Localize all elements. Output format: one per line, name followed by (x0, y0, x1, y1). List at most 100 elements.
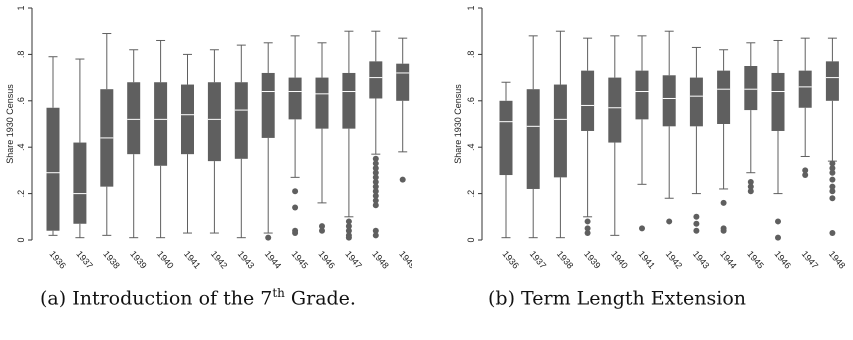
x-tick-label: 1945 (745, 249, 766, 271)
outlier-point (829, 169, 836, 176)
outlier-point (319, 227, 325, 234)
x-tick-label: 1947 (800, 249, 821, 271)
outlier-point (372, 179, 379, 185)
outlier-point (292, 204, 299, 211)
y-tick-label: .4 (16, 143, 26, 151)
outlier-point (372, 227, 379, 234)
outlier-point (372, 165, 379, 172)
outlier-point (775, 234, 781, 241)
outlier-point (693, 227, 700, 234)
y-tick-label: .8 (466, 51, 476, 59)
outlier-point (829, 195, 836, 202)
caption-b: (b) Term Length Extension (488, 286, 746, 309)
caption-a-suffix: Grade. (284, 287, 356, 310)
outlier-point (372, 192, 379, 199)
box-1938 (553, 84, 567, 178)
y-tick-label: 1 (16, 5, 26, 10)
box-1943 (689, 77, 703, 127)
y-tick-label: .6 (466, 97, 476, 105)
outlier-point (829, 230, 836, 237)
box-1943 (234, 82, 248, 159)
outlier-point (372, 232, 379, 239)
outlier-point (829, 183, 836, 190)
x-tick-label: 1942 (664, 249, 685, 271)
x-tick-label: 1946 (316, 249, 337, 271)
x-tick-label: 1943 (691, 249, 712, 271)
box-1939 (127, 82, 141, 155)
caption-b-text: Term Length Extension (521, 287, 747, 310)
box-1944 (717, 70, 731, 124)
outlier-point (345, 234, 352, 241)
outlier-point (720, 227, 727, 234)
x-tick-label: 1947 (343, 249, 364, 271)
outlier-point (292, 230, 299, 237)
x-tick-label: 1945 (290, 249, 311, 271)
x-tick-label: 1939 (582, 249, 603, 271)
outlier-point (345, 223, 352, 230)
caption-b-label: (b) (488, 287, 515, 310)
x-tick-label: 1943 (236, 249, 257, 271)
x-tick-label: 1940 (155, 249, 176, 271)
caption-a-label: (a) (40, 287, 67, 310)
x-tick-label: 1941 (182, 249, 203, 271)
box-1944 (261, 72, 275, 138)
outlier-point (829, 165, 836, 172)
outlier-point (720, 199, 727, 206)
outlier-point (747, 179, 754, 185)
outlier-point (292, 188, 299, 195)
outlier-point (747, 188, 754, 195)
outlier-point (372, 174, 379, 181)
box-group: 1936 1937 1938 1939 1940 1941 1942 1943 1944 1945… (499, 30, 847, 271)
box-1937 (73, 142, 87, 224)
box-1945 (744, 66, 758, 111)
x-tick-label: 1938 (101, 249, 122, 271)
outlier-point (372, 197, 379, 204)
box-1945 (288, 77, 302, 120)
outlier-point (639, 225, 645, 232)
outlier-point (666, 218, 673, 225)
box-1946 (771, 72, 785, 131)
box-1939 (581, 70, 595, 131)
box-1942 (662, 75, 676, 127)
x-tick-label: 1936 (500, 249, 521, 271)
y-tick-label: .8 (16, 51, 26, 59)
box-1936 (499, 100, 513, 176)
panel-a: 0 .2 .4 .6 .8 1 Share 1930 Census 1936 1937 1938 1… (5, 5, 418, 271)
x-tick-label: 1938 (555, 249, 576, 271)
outlier-point (775, 218, 781, 225)
box-1940 (154, 82, 168, 166)
outlier-point (693, 213, 700, 220)
y-tick-label: 0 (16, 237, 26, 242)
outlier-point (584, 225, 591, 232)
x-tick-label: 1949 (397, 249, 418, 271)
box-1949 (396, 63, 410, 101)
x-tick-label: 1937 (74, 249, 95, 271)
outlier-point (372, 169, 379, 176)
outlier-point (693, 220, 700, 227)
outlier-point (802, 172, 809, 179)
outlier-point (265, 234, 272, 241)
outlier-point (372, 183, 379, 190)
x-tick-label: 1944 (718, 249, 739, 271)
caption-a-sup: th (272, 286, 285, 300)
outlier-point (829, 176, 836, 183)
caption-a-text: Introduction of the 7 (72, 287, 273, 310)
x-tick-label: 1936 (47, 249, 68, 271)
x-tick-label: 1942 (209, 249, 230, 271)
box-1948 (825, 61, 839, 101)
y-axis-title: Share 1930 Census (5, 84, 15, 164)
box-1941 (181, 84, 194, 155)
y-tick-label: .2 (16, 190, 26, 198)
outlier-point (372, 188, 379, 195)
x-tick-label: 1937 (528, 249, 549, 271)
box-1941 (635, 70, 649, 120)
outlier-point (345, 227, 352, 234)
y-tick-label: .6 (16, 97, 26, 105)
outlier-point (319, 223, 325, 230)
caption-a: (a) Introduction of the 7th Grade. (40, 286, 356, 309)
box-1948 (369, 61, 383, 99)
x-tick-label: 1939 (128, 249, 149, 271)
box-1942 (207, 82, 221, 162)
